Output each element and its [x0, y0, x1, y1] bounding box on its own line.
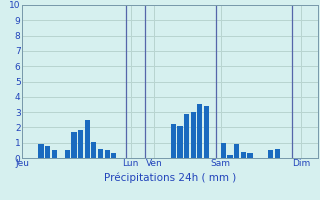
Bar: [71, 132, 76, 158]
Bar: [234, 144, 239, 158]
Bar: [171, 124, 176, 158]
Bar: [85, 120, 90, 158]
Bar: [241, 152, 246, 158]
Bar: [197, 104, 202, 158]
Bar: [78, 130, 83, 158]
Bar: [111, 153, 116, 158]
Bar: [204, 106, 209, 158]
Bar: [98, 149, 103, 158]
Bar: [184, 114, 189, 158]
Bar: [52, 150, 57, 158]
Bar: [268, 150, 273, 158]
Bar: [221, 143, 226, 158]
Bar: [65, 150, 70, 158]
Bar: [38, 144, 44, 158]
Bar: [91, 142, 96, 158]
Bar: [228, 155, 233, 158]
Bar: [177, 126, 182, 158]
Bar: [191, 112, 196, 158]
Bar: [247, 153, 252, 158]
X-axis label: Précipitations 24h ( mm ): Précipitations 24h ( mm ): [104, 173, 236, 183]
Bar: [45, 146, 50, 158]
Bar: [105, 150, 110, 158]
Bar: [275, 149, 280, 158]
